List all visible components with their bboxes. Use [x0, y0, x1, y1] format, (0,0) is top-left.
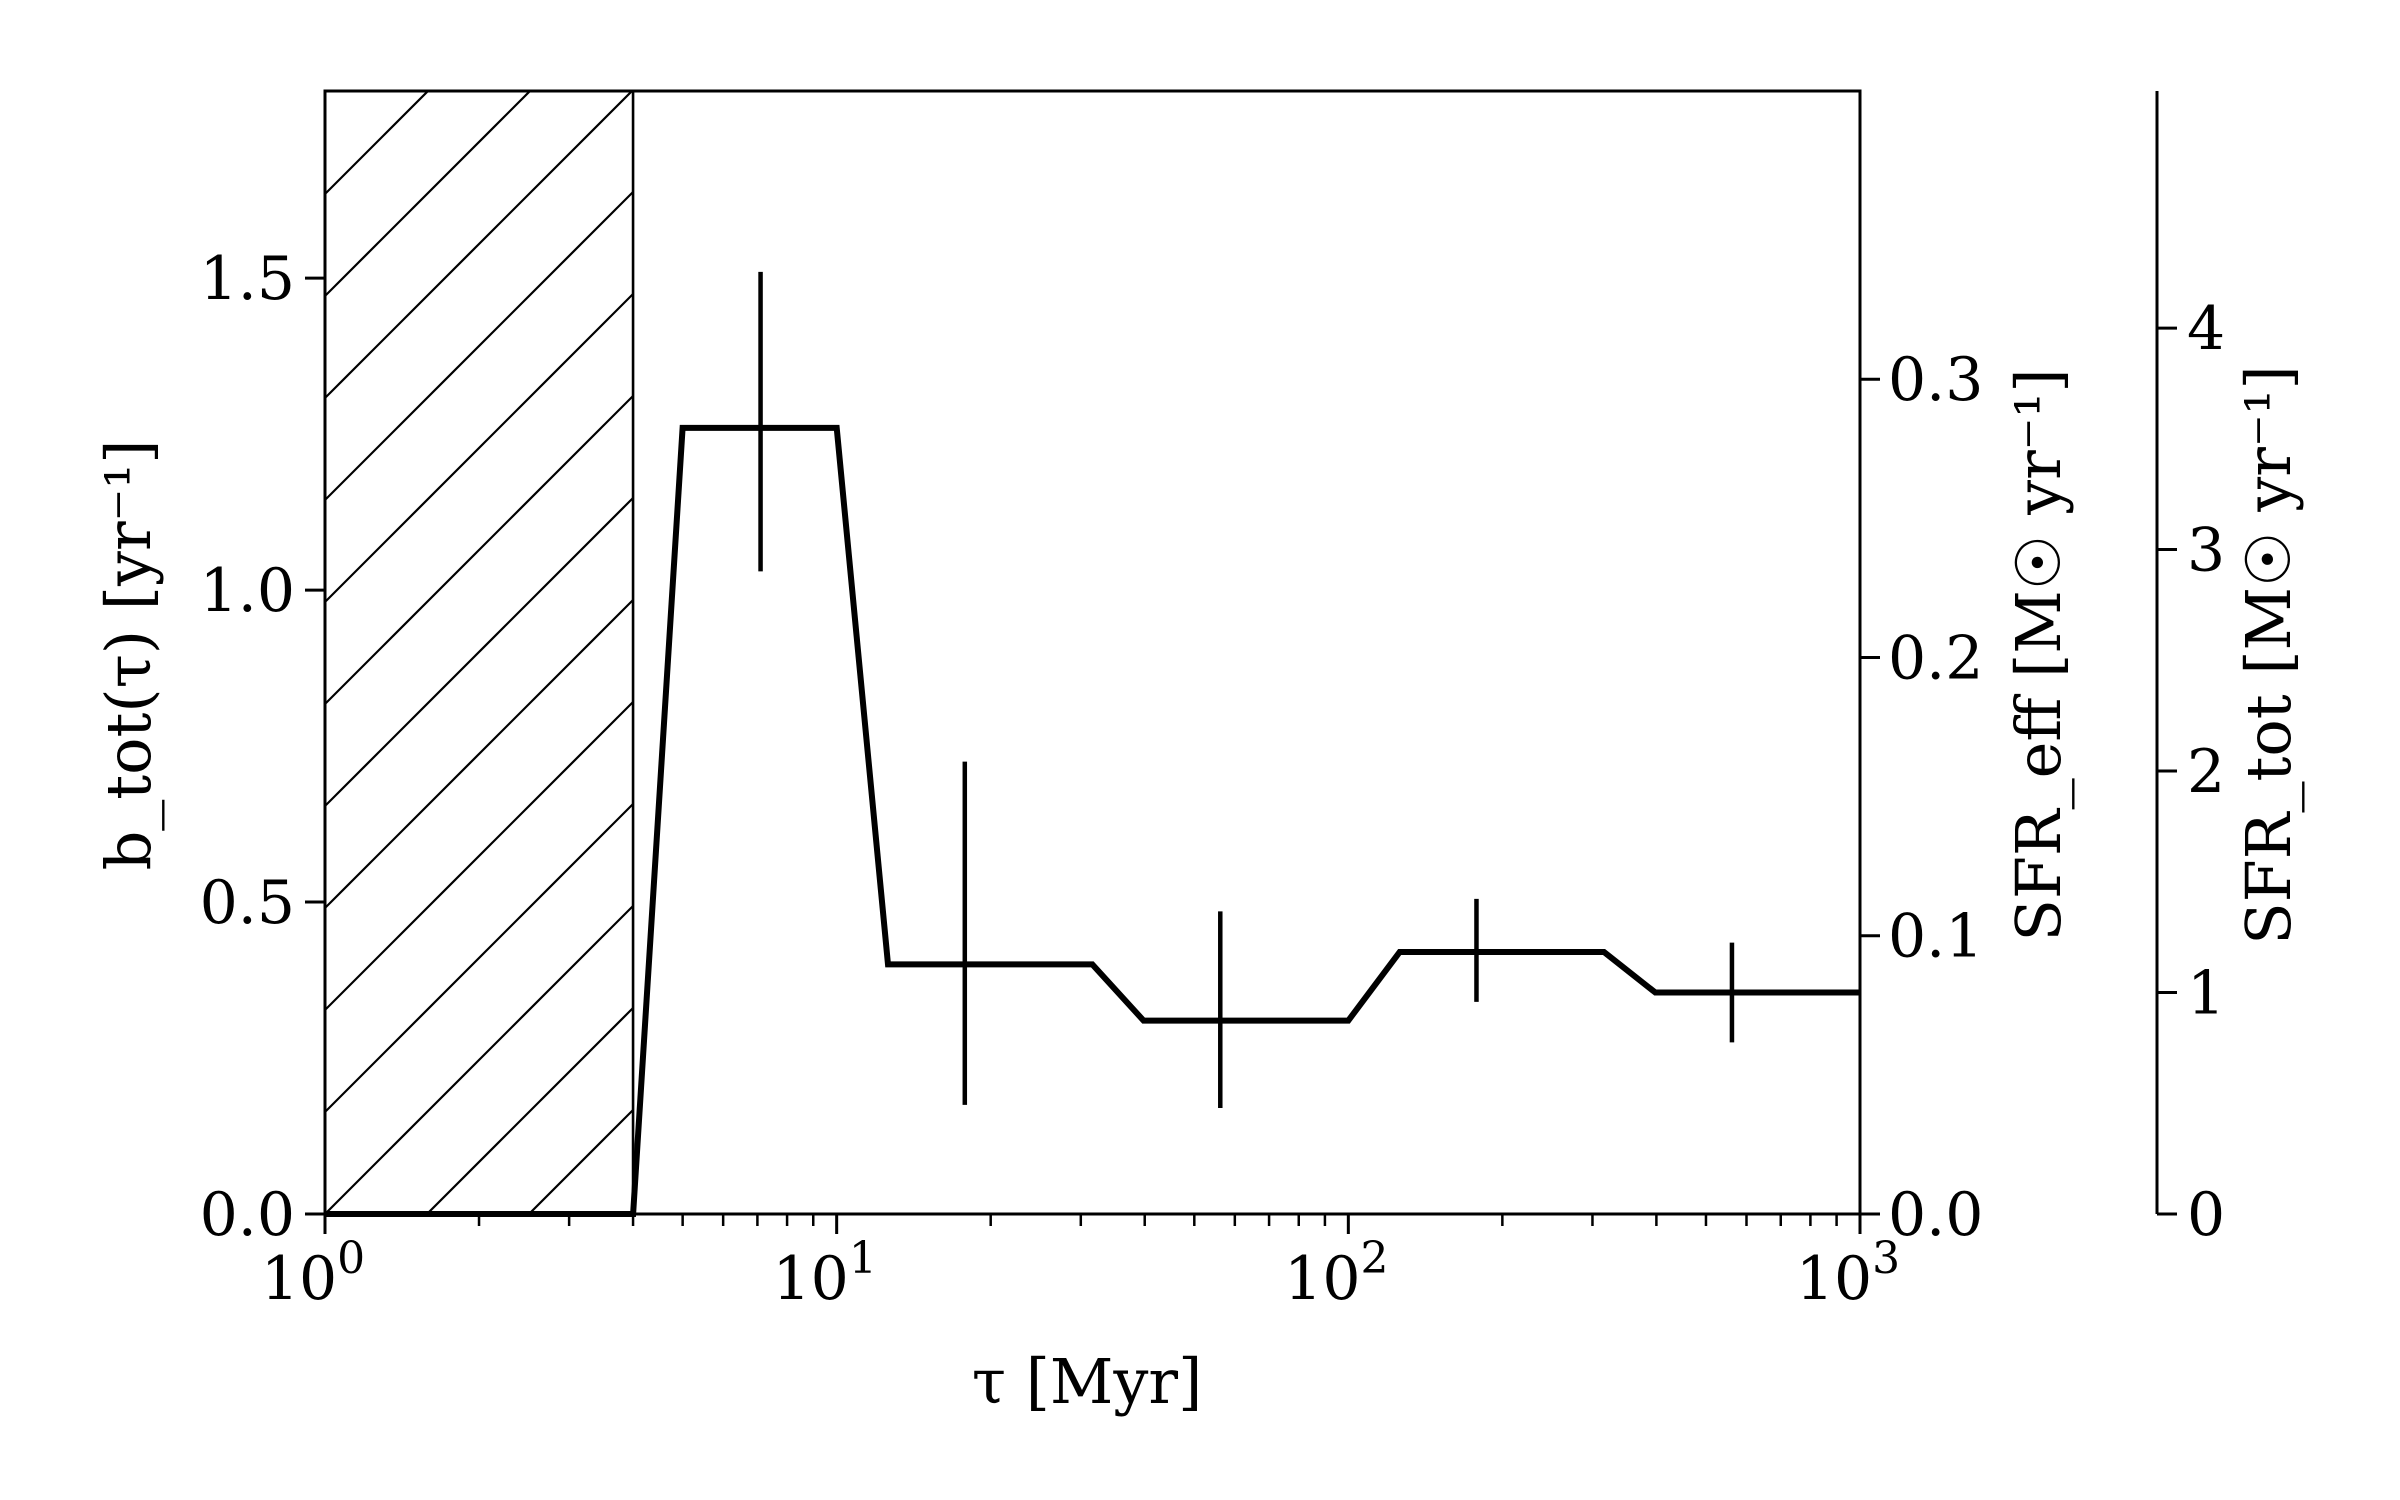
x-axis-ticks: 100 101 102 103 — [261, 1214, 1900, 1314]
axes-box — [323, 89, 1862, 1216]
y-tick-label: 1.0 — [200, 556, 295, 626]
x-tick-label: 100 — [261, 1233, 365, 1314]
y-tick-label: 1.5 — [200, 244, 295, 314]
plot-frame — [323, 89, 1862, 1216]
hatch-line — [1141, 91, 2264, 1214]
hatch-line — [528, 1108, 634, 1214]
x-axis-label: τ [Myr] — [972, 1345, 1203, 1418]
sfr-eff-tick-label: 0.0 — [1888, 1180, 1983, 1250]
sfr-tot-tick-label: 3 — [2187, 516, 2225, 586]
hatch-line — [733, 91, 1856, 1214]
sfr-eff-tick-label: 0.1 — [1888, 902, 1983, 972]
right-axis-2-label: SFR_tot [M☉ yr⁻¹] — [2232, 365, 2305, 944]
hatch-line — [0, 91, 20, 1214]
hatch-line — [835, 91, 1958, 1214]
sfr-tot-tick-label: 4 — [2187, 294, 2225, 364]
hatch-line — [630, 1210, 634, 1214]
hatch-line — [325, 802, 634, 1114]
error-bars — [758, 271, 1735, 1108]
hatched-excluded-region — [0, 91, 2400, 1214]
series-line — [325, 424, 1860, 1217]
x-tick-label: 101 — [772, 1233, 876, 1314]
hatch-line — [325, 904, 634, 1214]
hatch-line — [325, 91, 633, 400]
hatch-line — [2365, 91, 2400, 1214]
hatch-line — [325, 91, 531, 298]
right-axis-sfr-eff: 0.0 0.1 0.2 0.3 — [1860, 345, 1983, 1250]
sfr-eff-tick-label: 0.3 — [1888, 345, 1983, 415]
x-tick-label: 102 — [1284, 1233, 1388, 1314]
hatch-lines — [0, 91, 2400, 1214]
sfr-tot-tick-label: 1 — [2187, 959, 2225, 1029]
y-tick-label: 0.5 — [200, 868, 295, 938]
hatch-line — [325, 394, 634, 706]
hatch-line — [325, 598, 634, 910]
right-axis-1-label: SFR_eff [M☉ yr⁻¹] — [2002, 368, 2075, 941]
plot-series — [325, 424, 1860, 1217]
y-axis-label: b_tot(τ) [yr⁻¹] — [92, 440, 165, 871]
sfr-tot-tick-label: 0 — [2187, 1180, 2225, 1250]
hatch-line — [426, 1006, 634, 1214]
y-axis-ticks: 0.0 0.5 1.0 1.5 — [200, 244, 325, 1250]
hatch-line — [2059, 91, 2400, 1214]
sfr-tot-tick-label: 2 — [2187, 737, 2225, 807]
x-tick-label: 103 — [1796, 1233, 1900, 1314]
hatch-line — [325, 190, 634, 502]
hatch-line — [1039, 91, 2162, 1214]
hatch-line — [1243, 91, 2366, 1214]
right-axis-sfr-tot: 0 1 2 3 4 — [2155, 91, 2225, 1250]
hatch-line — [325, 496, 634, 808]
y-tick-label: 0.0 — [200, 1180, 295, 1250]
sfr-eff-tick-label: 0.2 — [1888, 623, 1983, 693]
